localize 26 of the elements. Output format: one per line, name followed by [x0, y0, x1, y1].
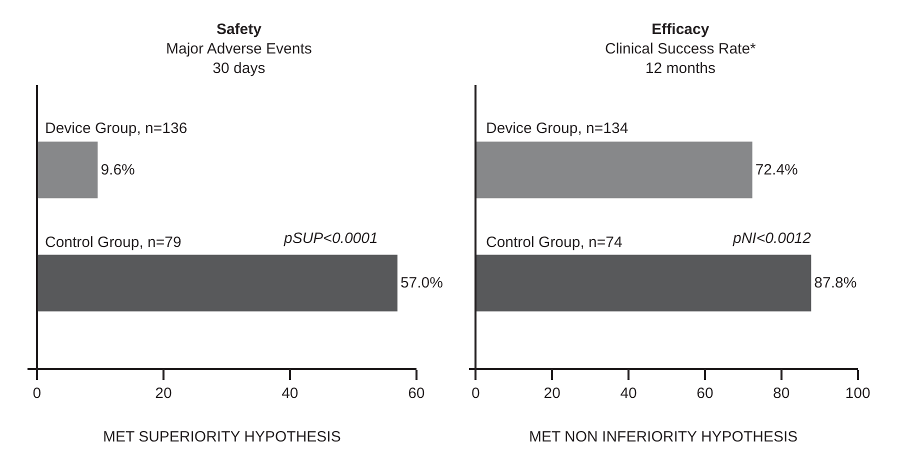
x-axis-title: MET SUPERIORITY HYPOTHESIS [103, 428, 341, 446]
annotation: pSUP<0.0001 [283, 230, 378, 247]
x-axis-title: MET NON INFERIORITY HYPOTHESIS [528, 428, 798, 446]
chart-subtitle: Clinical Success Rate* 12 months [605, 40, 756, 77]
x-tick-label: 20 [544, 384, 560, 402]
data-label: 57.0% [400, 274, 443, 292]
data-label: 87.8% [814, 274, 857, 292]
data-label: 72.4% [755, 161, 798, 178]
x-tick-label: 60 [696, 384, 714, 402]
chart-title: Safety [216, 21, 262, 38]
chart-title: Efficacy [652, 21, 710, 38]
x-tick-label: 20 [155, 384, 172, 402]
x-tick-label: 80 [773, 384, 790, 402]
annotation: pNI<0.0012 [732, 230, 812, 247]
x-tick-label: 0 [32, 384, 42, 402]
y-tick-label: Control Group, n=74 [486, 234, 622, 251]
x-tick-label: 100 [845, 384, 870, 402]
chart-subtitle: Major Adverse Events 30 days [166, 40, 312, 77]
x-tick-label: 40 [282, 384, 298, 402]
data-label: 9.6% [100, 161, 135, 178]
y-tick-label: Device Group, n=134 [486, 120, 628, 137]
x-tick-label: 60 [408, 384, 425, 402]
x-tick-label: 0 [472, 384, 480, 402]
y-tick-label: Control Group, n=79 [45, 234, 182, 251]
y-tick-label: Device Group, n=136 [45, 120, 188, 137]
x-tick-label: 40 [620, 384, 637, 402]
